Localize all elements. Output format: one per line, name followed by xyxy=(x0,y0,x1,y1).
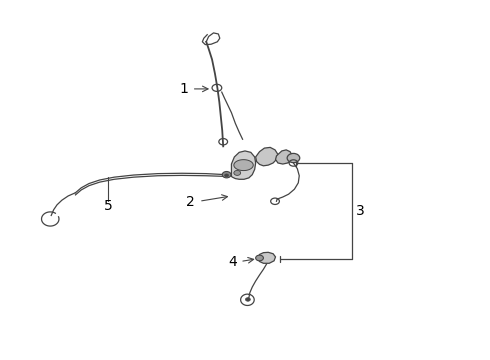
Text: 2: 2 xyxy=(186,195,195,209)
Text: 5: 5 xyxy=(104,198,113,212)
Polygon shape xyxy=(234,159,253,171)
Circle shape xyxy=(287,153,300,163)
Text: 4: 4 xyxy=(228,255,237,269)
Circle shape xyxy=(234,170,241,175)
Polygon shape xyxy=(256,147,278,166)
Circle shape xyxy=(245,298,250,301)
Circle shape xyxy=(222,171,231,178)
Text: 1: 1 xyxy=(179,82,188,96)
Polygon shape xyxy=(231,151,256,179)
Polygon shape xyxy=(275,150,293,164)
Circle shape xyxy=(224,174,228,177)
Text: 3: 3 xyxy=(356,204,365,218)
Circle shape xyxy=(256,255,264,261)
Polygon shape xyxy=(258,252,275,263)
